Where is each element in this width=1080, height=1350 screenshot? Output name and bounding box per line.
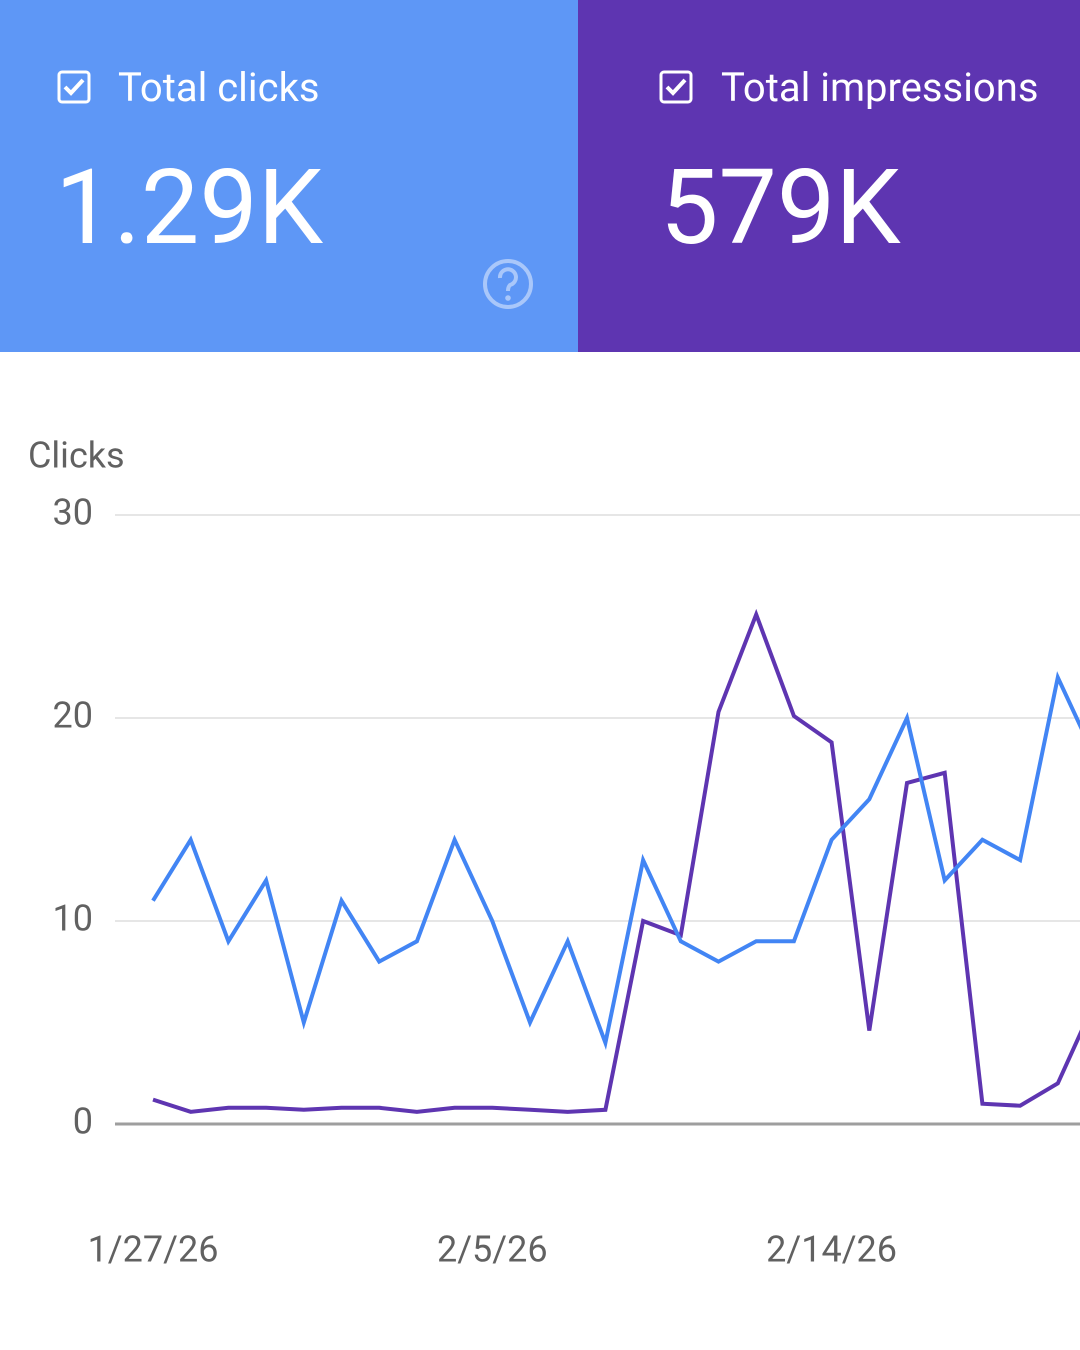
checkbox[interactable] [57,70,91,104]
series-line [151,671,1080,1051]
x-tick-label: 1/27/26 [88,1229,219,1271]
x-tick-label: 2/5/26 [437,1229,548,1271]
impressions-card[interactable]: Total impressions 579K [578,0,1080,352]
y-tick-label: 20 [53,695,93,737]
checkbox[interactable] [659,70,693,104]
x-tick-label: 2/14/26 [766,1229,897,1271]
clicks-card[interactable]: Total clicks 1.29K [0,0,578,352]
card-value: 579K [660,148,901,269]
y-tick-label: 10 [53,898,93,940]
chart: Clicks 0 10 20 30 1/27/26 2/5/26 2/14/26 [28,435,1080,1271]
card-title: Total clicks [118,64,320,111]
card-title: Total impressions [721,64,1039,111]
y-tick-label: 0 [73,1101,93,1143]
series-line [152,608,1080,1114]
y-tick-label: 30 [53,492,93,534]
help-icon[interactable] [482,258,534,310]
y-axis-label: Clicks [28,435,125,477]
card-value: 1.29K [55,148,324,269]
